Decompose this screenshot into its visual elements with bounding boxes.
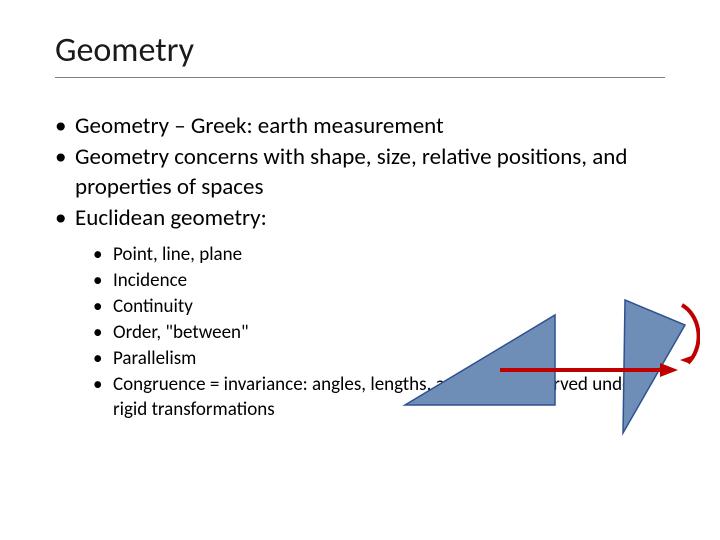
main-bullet-text: Euclidean geometry:	[75, 204, 267, 232]
translation-arrow-head	[660, 363, 678, 377]
main-bullet: Geometry – Greek: earth measurement	[55, 112, 665, 141]
rotation-arc	[682, 305, 699, 363]
sub-bullet: Point, line, plane	[93, 242, 665, 267]
triangle-left	[405, 315, 555, 405]
geometry-diagram	[380, 285, 700, 455]
page-title: Geometry	[55, 30, 665, 78]
triangle-right	[623, 300, 685, 433]
main-bullet: Geometry concerns with shape, size, rela…	[55, 143, 665, 202]
